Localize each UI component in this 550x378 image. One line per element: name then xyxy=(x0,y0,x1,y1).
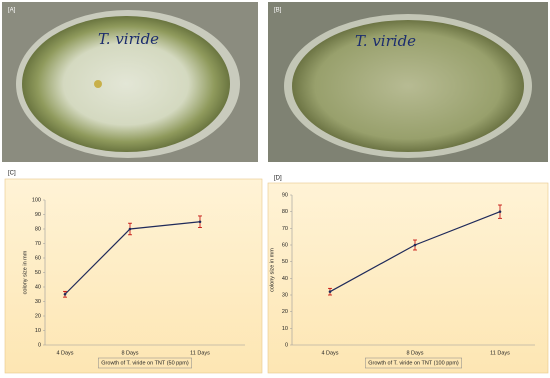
y-tick-label: 60 xyxy=(35,255,41,261)
y-tick-label: 70 xyxy=(35,241,41,247)
panel-label: [B] xyxy=(274,8,282,14)
x-tick-label: 8 Days xyxy=(121,350,138,356)
inoculum xyxy=(94,80,102,88)
y-tick-label: 50 xyxy=(35,270,41,276)
y-tick-label: 10 xyxy=(35,328,41,334)
y-tick-label: 40 xyxy=(282,276,288,282)
y-tick-label: 90 xyxy=(282,192,288,198)
y-axis-label: colony size in mm xyxy=(22,250,28,294)
y-tick-label: 100 xyxy=(32,197,41,203)
y-tick-label: 90 xyxy=(35,212,41,218)
y-tick-label: 50 xyxy=(282,259,288,265)
chart-panel xyxy=(267,182,549,374)
y-tick-label: 70 xyxy=(282,226,288,232)
y-tick-label: 20 xyxy=(282,309,288,315)
y-tick-label: 60 xyxy=(282,242,288,248)
plate-text: T. viride xyxy=(355,32,416,50)
x-tick-label: 11 Days xyxy=(490,350,510,356)
panel-label: [C] xyxy=(8,171,16,177)
data-point xyxy=(63,292,67,296)
dish-b xyxy=(292,20,524,152)
chart-panel xyxy=(4,178,263,374)
x-axis-label-box xyxy=(365,357,462,369)
plate-text: T. viride xyxy=(98,30,159,48)
panel-label: [A] xyxy=(8,8,16,14)
x-tick-label: 4 Days xyxy=(56,350,73,356)
data-point xyxy=(498,210,502,213)
x-tick-label: 11 Days xyxy=(190,350,210,356)
y-tick-label: 10 xyxy=(282,326,288,332)
y-tick-label: 20 xyxy=(35,313,41,319)
x-tick-label: 4 Days xyxy=(321,350,338,356)
y-tick-label: 0 xyxy=(38,342,41,348)
x-tick-label: 8 Days xyxy=(406,350,423,356)
y-tick-label: 0 xyxy=(285,342,288,348)
data-point xyxy=(198,220,202,224)
x-axis-label: Growth of T. viride on TNT (50 ppm) xyxy=(101,360,189,366)
data-point xyxy=(413,243,417,247)
y-tick-label: 30 xyxy=(282,292,288,298)
data-point xyxy=(128,227,132,231)
y-axis-label: colony size in mm xyxy=(269,248,275,292)
y-tick-label: 40 xyxy=(35,284,41,290)
x-axis-label-box xyxy=(98,357,192,369)
dish-a xyxy=(22,16,230,152)
y-tick-label: 30 xyxy=(35,299,41,305)
x-axis-label: Growth of T. viride on TNT (100 ppm) xyxy=(368,360,459,366)
panel-label: [D] xyxy=(274,176,282,182)
y-tick-label: 80 xyxy=(282,209,288,215)
y-tick-label: 80 xyxy=(35,226,41,232)
data-point xyxy=(328,290,332,293)
